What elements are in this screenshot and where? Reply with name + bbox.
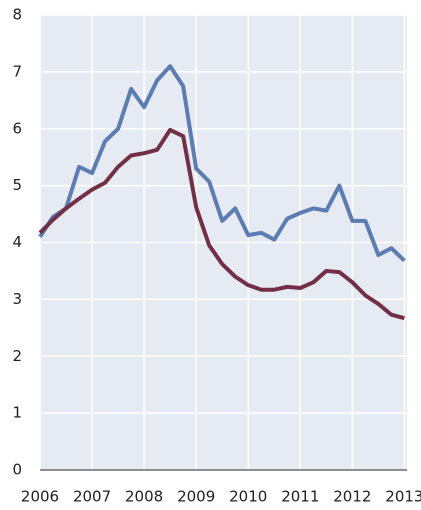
x-tick-label: 2010 [229, 488, 267, 506]
line-series [38, 64, 406, 263]
x-tick-label: 2009 [177, 488, 215, 506]
y-tick-label: 2 [12, 347, 22, 365]
x-tick-label: 2006 [21, 488, 59, 506]
x-tick-label: 2011 [281, 488, 319, 506]
x-tick-label: 2008 [125, 488, 163, 506]
y-tick-label: 8 [12, 6, 22, 24]
x-tick-label: 2007 [73, 488, 111, 506]
y-tick-label: 3 [12, 290, 22, 308]
y-tick-label: 4 [12, 233, 22, 251]
x-tick-label: 2012 [333, 488, 371, 506]
y-tick-label: 1 [12, 404, 22, 422]
line-series [38, 127, 405, 321]
y-tick-label: 5 [12, 176, 22, 194]
x-tick-label: 2013 [385, 488, 421, 506]
y-tick-label: 0 [12, 461, 22, 479]
y-tick-label: 7 [12, 62, 22, 80]
y-tick-label: 6 [12, 119, 22, 137]
